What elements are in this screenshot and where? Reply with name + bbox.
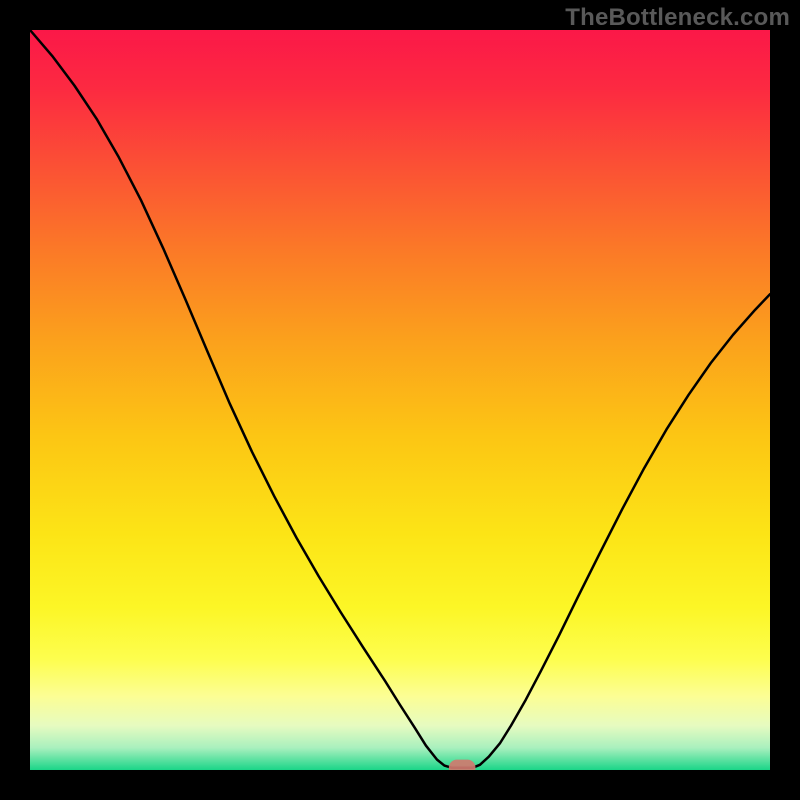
bottleneck-chart [0, 0, 800, 800]
watermark-text: TheBottleneck.com [565, 4, 790, 32]
plot-area [30, 30, 770, 776]
chart-container: TheBottleneck.com [0, 0, 800, 800]
gradient-background [30, 30, 770, 770]
